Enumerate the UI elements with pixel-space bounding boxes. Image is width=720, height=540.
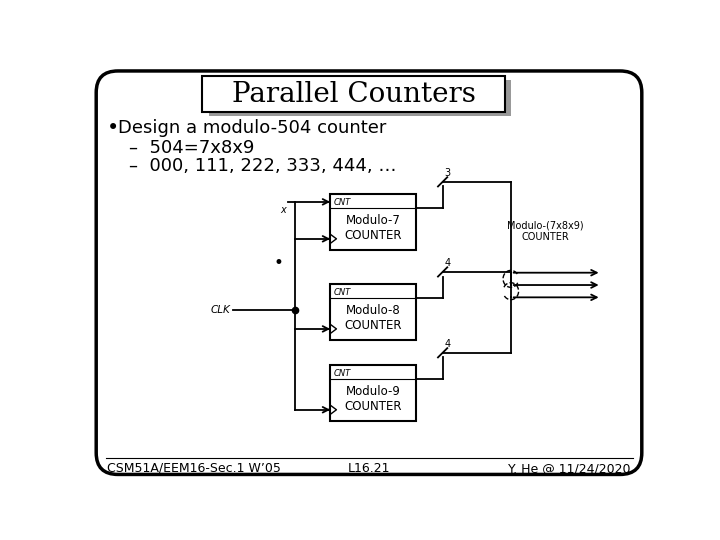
Text: Modulo-9
COUNTER: Modulo-9 COUNTER	[344, 385, 402, 413]
Text: 4: 4	[444, 339, 450, 349]
Text: 3: 3	[444, 168, 450, 178]
Bar	[330, 194, 415, 249]
Text: CNT: CNT	[334, 198, 351, 207]
Text: L16.21: L16.21	[348, 462, 390, 475]
Text: Parallel Counters: Parallel Counters	[232, 82, 475, 109]
Text: •: •	[274, 254, 283, 273]
FancyBboxPatch shape	[202, 76, 505, 112]
Text: CSM51A/EEM16-Sec.1 W’05: CSM51A/EEM16-Sec.1 W’05	[107, 462, 281, 475]
FancyBboxPatch shape	[209, 80, 510, 116]
Text: x: x	[280, 205, 286, 214]
Text: –  000, 111, 222, 333, 444, …: – 000, 111, 222, 333, 444, …	[129, 158, 396, 176]
Text: Modulo-8
COUNTER: Modulo-8 COUNTER	[344, 304, 402, 332]
Bar	[330, 365, 415, 421]
Text: Modulo-(7x8x9)
COUNTER: Modulo-(7x8x9) COUNTER	[507, 220, 584, 242]
Text: Design a modulo-504 counter: Design a modulo-504 counter	[118, 119, 386, 137]
Text: CLK: CLK	[210, 305, 230, 315]
Bar	[330, 284, 415, 340]
Text: Y. He @ 11/24/2020: Y. He @ 11/24/2020	[508, 462, 631, 475]
FancyBboxPatch shape	[96, 71, 642, 475]
Text: Modulo-7
COUNTER: Modulo-7 COUNTER	[344, 214, 402, 242]
Text: –  504=7x8x9: – 504=7x8x9	[129, 139, 254, 157]
Text: CNT: CNT	[334, 369, 351, 378]
Text: 4: 4	[444, 258, 450, 268]
Text: CNT: CNT	[334, 288, 351, 297]
Text: •: •	[107, 118, 120, 138]
